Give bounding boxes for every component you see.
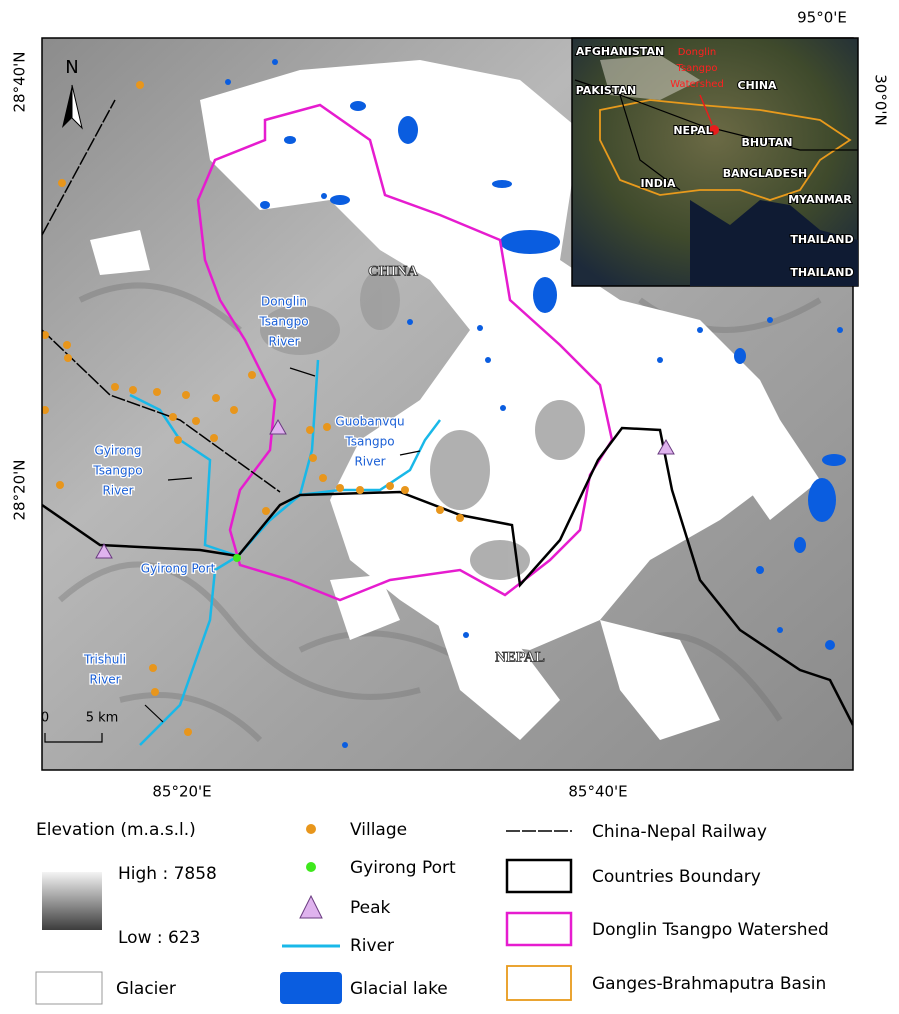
legend-watershed [505,911,573,947]
inset-watershed-label: Donglin [678,47,716,58]
river-label: Tsangpo [344,435,394,449]
scale-bar [44,733,103,743]
rivers [129,359,441,746]
inset-watershed-label: Watershed [670,79,724,90]
inset-location [709,125,719,135]
inset-country: NEPAL [673,124,712,137]
peaks [95,418,675,559]
inset-country: MYANMAR [788,193,852,206]
lat-label: 28°40'N [11,51,29,112]
inset-country: BANGLADESH [723,167,807,180]
legend-label: Countries Boundary [592,867,761,887]
legend-label: River [350,936,394,956]
north-arrow [71,84,83,130]
legend: Elevation (m.a.s.l.) High : 7858 Low : 6… [35,820,829,1005]
watershed-boundary [196,103,614,602]
river-label: River [102,484,133,498]
river-label: Guobanvqu [335,415,404,429]
inset-country: BHUTAN [742,136,793,149]
legend-boundary [505,858,573,894]
country-label: NEPAL [495,649,545,665]
legend-label: Gyirong Port [350,858,456,878]
inset-country: CHINA [737,79,777,92]
gyirong-port [233,554,241,562]
river-label: Trishuli [83,653,126,667]
glacial-lakes [225,59,846,748]
legend-label: High : 7858 [118,864,217,884]
inset-snow [600,55,700,100]
inset-basin [599,99,852,201]
inset-country: AFGHANISTAN [576,45,664,58]
scale-label: 0 [41,711,49,726]
legend-lake [280,972,342,1004]
inset-pointer [699,94,713,125]
legend-glacier [35,971,103,1005]
coordinates: 28°40'N 28°20'N 85°20'E 85°40'E 95°0'E 3… [11,9,890,801]
river-label: Gyirong [95,444,142,458]
inset-watershed-label: Tsangpo [676,63,718,74]
lon-label: 95°0'E [797,9,847,27]
legend-title: Elevation (m.a.s.l.) [36,820,196,840]
inset-country: THAILAND [790,266,853,279]
scale-label: 5 km [86,711,119,726]
north-arrow [62,85,72,128]
legend-port [306,862,316,872]
railway [42,99,281,493]
inset-borders [574,79,858,191]
lat-label: 28°20'N [11,459,29,520]
lat-label: 30°0'N [872,74,890,125]
legend-basin [506,965,572,1001]
glaciers [90,60,820,740]
river-label: Donglin [261,295,307,309]
legend-label: China-Nepal Railway [592,822,767,842]
legend-peak [299,894,323,919]
river-label: River [354,455,385,469]
river-label: Tsangpo [92,464,142,478]
inset-country: THAILAND [790,233,853,246]
villages [42,81,464,736]
port-label: Gyirong Port [141,562,216,576]
elevation-ramp [42,872,102,930]
legend-label: Low : 623 [118,928,200,948]
label-arrows [144,367,421,723]
map-frame [41,37,854,771]
lon-label: 85°40'E [568,783,627,801]
inset-country: PAKISTAN [576,84,636,97]
north-label: N [65,57,78,78]
inset-ocean [690,200,858,286]
lon-label: 85°20'E [152,783,211,801]
legend-label: Donglin Tsangpo Watershed [592,920,829,940]
inset-map: Donglin Tsangpo Watershed AFGHANISTAN PA… [571,37,859,287]
legend-label: Glacial lake [350,979,448,999]
country-boundary [42,426,853,726]
legend-label: Peak [350,898,391,918]
country-label: CHINA [368,263,418,279]
river-label: Tsangpo [258,315,308,329]
inset-country: INDIA [640,177,676,190]
legend-label: Village [350,820,407,840]
legend-label: Glacier [116,979,176,999]
river-label: River [268,335,299,349]
river-label: River [89,673,120,687]
legend-label: Ganges-Brahmaputra Basin [592,974,826,994]
legend-village [306,824,316,834]
